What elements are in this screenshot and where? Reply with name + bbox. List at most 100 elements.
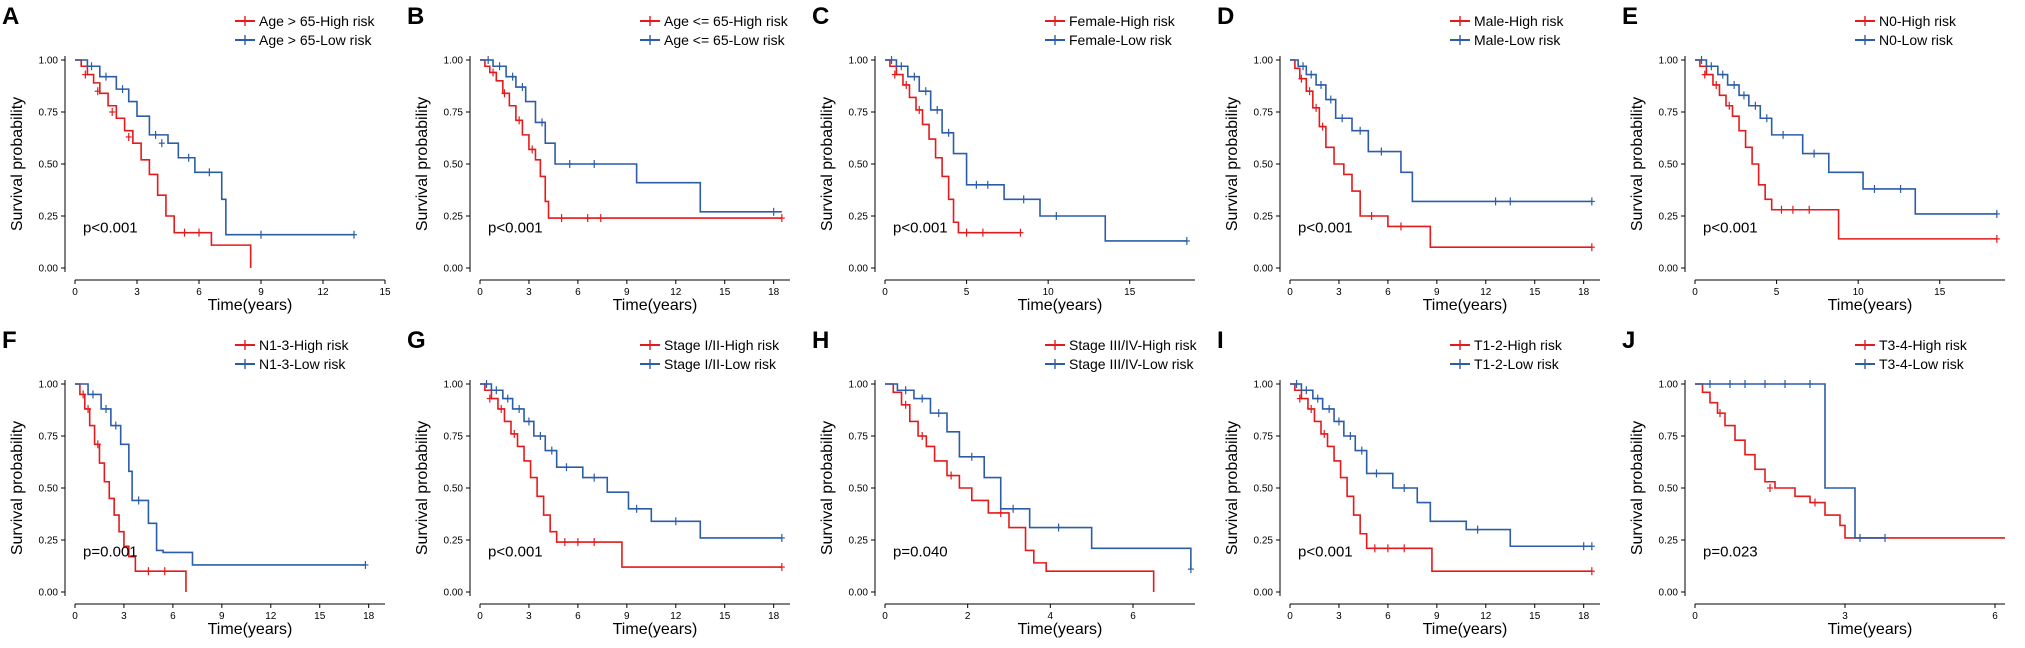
legend-label-low: Stage I/II-Low risk (664, 356, 777, 372)
y-tick-label: 0.00 (849, 264, 869, 275)
p-value: p=0.001 (83, 544, 138, 561)
legend-label-low: Age <= 65-Low risk (664, 32, 786, 48)
legend-label-high: Stage III/IV-High risk (1069, 337, 1198, 353)
y-tick-label: 0.00 (444, 264, 464, 275)
x-tick-label: 0 (1692, 611, 1698, 622)
x-tick-label: 3 (1336, 287, 1342, 298)
x-tick-label: 18 (363, 611, 375, 622)
x-tick-label: 10 (1853, 287, 1865, 298)
x-tick-label: 0 (1287, 611, 1293, 622)
x-tick-label: 12 (1480, 287, 1492, 298)
x-tick-label: 3 (1336, 611, 1342, 622)
y-tick-label: 0.50 (1254, 160, 1274, 171)
x-tick-label: 15 (314, 611, 326, 622)
y-tick-label: 0.00 (1659, 588, 1679, 599)
y-tick-label: 0.00 (1254, 264, 1274, 275)
y-tick-label: 0.00 (1659, 264, 1679, 275)
y-tick-label: 0.50 (1254, 484, 1274, 495)
x-axis-title: Time(years) (613, 621, 698, 638)
y-tick-label: 0.50 (849, 484, 869, 495)
x-tick-label: 9 (258, 287, 264, 298)
x-axis-title: Time(years) (1828, 297, 1913, 314)
y-tick-label: 0.25 (1659, 536, 1679, 547)
km-panel-e: E N0-High risk N0-Low risk 0.00 0.25 0.50 0.75… (1622, 3, 2005, 314)
km-curve-high (480, 383, 782, 568)
x-tick-label: 15 (1934, 287, 1946, 298)
panel-label: I (1217, 327, 1224, 354)
x-tick-label: 15 (719, 287, 731, 298)
y-tick-label: 0.25 (1254, 536, 1274, 547)
panel-label: B (407, 3, 424, 30)
x-tick-label: 9 (624, 611, 630, 622)
y-tick-label: 0.00 (444, 588, 464, 599)
panel-label: A (2, 3, 19, 30)
x-axis-title: Time(years) (1018, 621, 1103, 638)
km-curve-high (1695, 59, 1997, 240)
y-axis-title: Survival probability (9, 421, 26, 555)
x-tick-label: 6 (575, 287, 581, 298)
x-tick-label: 9 (1434, 287, 1440, 298)
km-curve-high (75, 59, 252, 268)
x-tick-label: 18 (768, 611, 780, 622)
legend-label-low: T3-4-Low risk (1879, 356, 1965, 372)
y-tick-label: 0.00 (1254, 588, 1274, 599)
km-curve-high (1290, 383, 1592, 572)
x-tick-label: 0 (477, 611, 483, 622)
x-tick-label: 4 (1048, 611, 1054, 622)
x-tick-label: 12 (1480, 611, 1492, 622)
p-value: p<0.001 (1703, 220, 1758, 237)
y-tick-label: 0.75 (1254, 108, 1274, 119)
legend-label-low: T1-2-Low risk (1474, 356, 1560, 372)
panel-label: G (407, 327, 426, 354)
x-tick-label: 6 (196, 287, 202, 298)
legend-label-high: Male-High risk (1474, 13, 1564, 29)
panel-label: D (1217, 3, 1234, 30)
x-tick-label: 12 (670, 611, 682, 622)
x-axis-title: Time(years) (1018, 297, 1103, 314)
x-tick-label: 0 (882, 611, 888, 622)
legend-label-low: Female-Low risk (1069, 32, 1173, 48)
y-tick-label: 0.75 (849, 108, 869, 119)
y-tick-label: 0.75 (444, 432, 464, 443)
x-tick-label: 0 (882, 287, 888, 298)
y-tick-label: 1.00 (849, 56, 869, 67)
legend-label-low: Age > 65-Low risk (259, 32, 372, 48)
x-tick-label: 3 (526, 287, 532, 298)
x-tick-label: 0 (72, 611, 78, 622)
km-curve-low (1290, 383, 1592, 548)
x-axis-title: Time(years) (1423, 621, 1508, 638)
legend-label-high: T1-2-High risk (1474, 337, 1563, 353)
y-tick-label: 1.00 (444, 56, 464, 67)
panel-label: F (2, 327, 17, 354)
y-tick-label: 0.50 (849, 160, 869, 171)
x-tick-label: 6 (1130, 611, 1136, 622)
panel-label: H (812, 327, 829, 354)
x-tick-label: 12 (265, 611, 277, 622)
km-curve-low (1695, 383, 1885, 539)
km-curve-high (480, 59, 782, 219)
y-tick-label: 1.00 (39, 380, 59, 391)
x-tick-label: 6 (1992, 611, 1998, 622)
x-tick-label: 6 (1385, 287, 1391, 298)
p-value: p<0.001 (83, 220, 138, 237)
y-axis-title: Survival probability (1224, 97, 1241, 231)
y-tick-label: 1.00 (849, 380, 869, 391)
km-curve-low (885, 383, 1192, 570)
x-axis-title: Time(years) (1828, 621, 1913, 638)
km-panel-f: F N1-3-High risk N1-3-Low risk 0.00 0.25 0.50… (2, 327, 385, 638)
legend-label-high: Female-High risk (1069, 13, 1176, 29)
y-tick-label: 1.00 (1659, 380, 1679, 391)
y-tick-label: 1.00 (1254, 380, 1274, 391)
y-tick-label: 1.00 (39, 56, 59, 67)
km-panel-h: H Stage III/IV-High risk Stage III/IV-Low … (812, 327, 1198, 638)
y-axis-title: Survival probability (1629, 97, 1646, 231)
km-curve-low (75, 383, 366, 566)
x-tick-label: 3 (134, 287, 140, 298)
y-tick-label: 0.75 (39, 432, 59, 443)
y-tick-label: 1.00 (444, 380, 464, 391)
y-tick-label: 0.75 (1659, 108, 1679, 119)
legend-label-high: N1-3-High risk (259, 337, 349, 353)
km-curve-low (885, 59, 1187, 242)
x-tick-label: 12 (670, 287, 682, 298)
